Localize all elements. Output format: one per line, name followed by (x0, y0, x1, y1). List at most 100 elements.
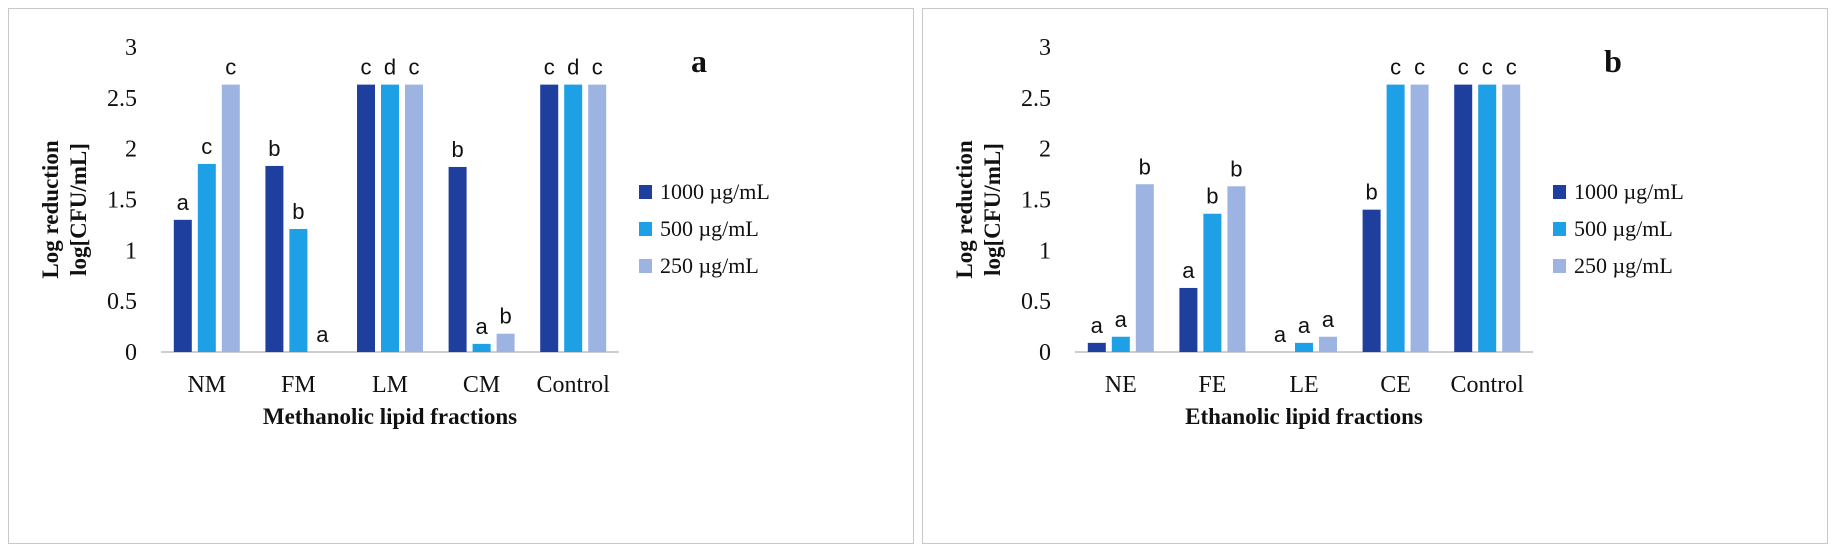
bar-LM-series-1 (381, 84, 399, 352)
bar-FM-series-1 (289, 228, 308, 352)
significance-label: b (292, 199, 304, 224)
bar-NE-series-0 (1087, 342, 1106, 352)
significance-label: b (1230, 156, 1242, 181)
panel-letter: a (691, 43, 707, 79)
significance-label: b (1139, 154, 1151, 179)
y-tick-label: 0 (1039, 340, 1051, 366)
bar-FE-series-2 (1227, 186, 1246, 352)
significance-label: b (1206, 184, 1218, 209)
bar-CM-series-0 (448, 166, 467, 352)
bar-CM-series-1 (472, 343, 491, 352)
bar-CE-series-2 (1410, 84, 1429, 352)
significance-label: a (1091, 313, 1104, 338)
x-category-label: CE (1380, 372, 1411, 398)
significance-label: a (1298, 313, 1311, 338)
bar-FM-series-0 (265, 165, 284, 352)
significance-label: c (201, 134, 212, 159)
significance-label: a (475, 314, 488, 339)
significance-label: a (316, 322, 329, 347)
legend-entry: 250 µg/mL (1574, 253, 1673, 278)
x-category-label: CM (463, 372, 500, 398)
y-tick-label: 2 (1039, 137, 1051, 163)
bar-FE-series-1 (1203, 213, 1222, 352)
significance-label: c (1506, 55, 1517, 80)
bar-Control-series-2 (1502, 84, 1521, 352)
bar-Control-series-0 (1454, 84, 1473, 352)
bar-NM-series-0 (173, 219, 192, 352)
chart-panel-a: 0 0.5 1 1.5 2 2.5 3 Log reduction log[CFU/mL] a c c… (8, 8, 914, 544)
significance-label: b (451, 137, 463, 162)
significance-label: a (177, 190, 190, 215)
y-axis-title: Log reduction log[CFU/mL] (38, 140, 91, 278)
y-tick-label: 1.5 (1021, 188, 1051, 214)
y-tick-label: 1 (1039, 238, 1051, 264)
y-axis-title-line1: Log reduction (952, 140, 977, 278)
x-category-label: Control (1451, 372, 1525, 398)
significance-label: a (1115, 307, 1128, 332)
bar-FE-series-0 (1179, 287, 1198, 352)
y-tick-label: 3 (1039, 35, 1051, 61)
y-tick-label: 2.5 (1021, 86, 1051, 112)
significance-label: a (1274, 322, 1287, 347)
significance-label: c (1458, 55, 1469, 80)
significance-label: b (1365, 180, 1377, 205)
significance-label: c (1390, 55, 1401, 80)
significance-label: c (361, 55, 372, 80)
x-axis-title: Methanolic lipid fractions (263, 404, 517, 429)
bar-chart-a: 0 0.5 1 1.5 2 2.5 3 Log reduction log[CFU/mL] a c c… (38, 35, 770, 429)
significance-label: c (544, 55, 555, 80)
bar-LE-series-1 (1295, 342, 1313, 352)
bar-LM-series-2 (405, 84, 423, 352)
x-axis-title: Ethanolic lipid fractions (1185, 404, 1423, 429)
y-tick-label: 1.5 (107, 188, 137, 214)
panel-letter: b (1604, 43, 1622, 79)
bar-NM-series-2 (221, 84, 240, 352)
significance-label: c (1482, 55, 1493, 80)
bar-NE-series-2 (1135, 184, 1154, 352)
significance-label: c (1414, 55, 1425, 80)
bar-Control-series-0 (540, 84, 559, 352)
legend-entry: 500 µg/mL (1574, 216, 1673, 241)
legend-entry: 1000 µg/mL (1574, 179, 1684, 204)
legend-swatch (639, 259, 652, 273)
y-tick-label: 0.5 (107, 289, 137, 315)
y-tick-label: 0 (125, 340, 137, 366)
y-tick-label: 2.5 (107, 86, 137, 112)
x-category-label: NE (1105, 372, 1137, 398)
x-category-label: Control (537, 372, 611, 398)
y-tick-label: 3 (125, 35, 137, 61)
legend-swatch (1553, 259, 1566, 273)
bar-CE-series-0 (1362, 209, 1381, 352)
significance-label: d (384, 55, 396, 80)
significance-label: b (268, 136, 280, 161)
bar-LM-series-0 (357, 84, 375, 352)
legend-entry: 1000 µg/mL (660, 179, 770, 204)
significance-label: a (1182, 258, 1195, 283)
x-category-label: FM (281, 372, 316, 398)
bar-CM-series-2 (496, 333, 515, 352)
significance-label: c (592, 55, 603, 80)
legend-entry: 250 µg/mL (660, 253, 759, 278)
x-category-label: NM (187, 372, 226, 398)
x-category-label: LE (1289, 372, 1318, 398)
x-category-label: FE (1198, 372, 1226, 398)
bar-NM-series-1 (197, 163, 216, 352)
significance-label: d (567, 55, 579, 80)
legend-entry: 500 µg/mL (660, 216, 759, 241)
bar-NE-series-1 (1111, 336, 1130, 352)
significance-label: c (409, 55, 420, 80)
x-category-label: LM (372, 372, 408, 398)
y-axis-title-line2: log[CFU/mL] (66, 143, 91, 276)
y-tick-label: 0.5 (1021, 289, 1051, 315)
significance-label: a (1322, 307, 1335, 332)
bar-Control-series-2 (588, 84, 607, 352)
y-axis-title-line2: log[CFU/mL] (980, 143, 1005, 276)
legend-swatch (1553, 222, 1566, 236)
y-tick-label: 1 (125, 238, 137, 264)
bar-Control-series-1 (1478, 84, 1497, 352)
bar-CE-series-1 (1386, 84, 1405, 352)
y-axis-title-line1: Log reduction (38, 140, 63, 278)
legend-swatch (1553, 185, 1566, 199)
y-tick-label: 2 (125, 137, 137, 163)
